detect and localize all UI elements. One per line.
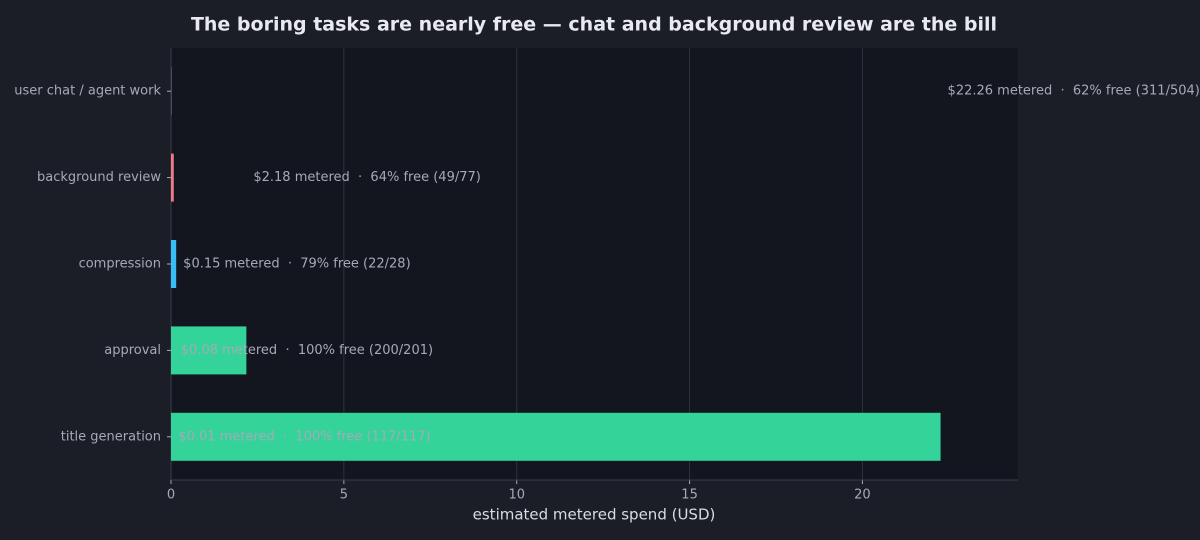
annotation: $2.18 metered · 64% free (49/77) xyxy=(253,170,480,185)
bar xyxy=(171,153,174,202)
x-tick-label: 15 xyxy=(681,488,698,503)
y-tick-label: approval xyxy=(104,343,161,358)
annotation: $0.08 metered · 100% free (200/201) xyxy=(181,343,433,358)
x-tick-label: 10 xyxy=(508,488,525,503)
y-tick-label: compression xyxy=(79,257,161,272)
bar xyxy=(171,412,941,461)
x-tick-label: 20 xyxy=(854,488,871,503)
bar xyxy=(171,326,247,375)
x-tick-label: 0 xyxy=(167,488,175,503)
annotation: $0.15 metered · 79% free (22/28) xyxy=(183,257,410,272)
y-tick-label: user chat / agent work xyxy=(14,84,161,99)
y-tick-label: title generation xyxy=(61,429,161,444)
x-tick-label: 5 xyxy=(340,488,348,503)
x-axis-label: estimated metered spend (USD) xyxy=(473,506,716,524)
plot-area xyxy=(171,48,1018,480)
bar xyxy=(171,240,177,288)
annotation: $22.26 metered · 62% free (311/504) xyxy=(948,84,1200,99)
annotation: $0.01 metered · 100% free (117/117) xyxy=(178,429,430,444)
chart-title: The boring tasks are nearly free — chat … xyxy=(191,14,997,36)
y-tick-label: background review xyxy=(37,170,161,185)
